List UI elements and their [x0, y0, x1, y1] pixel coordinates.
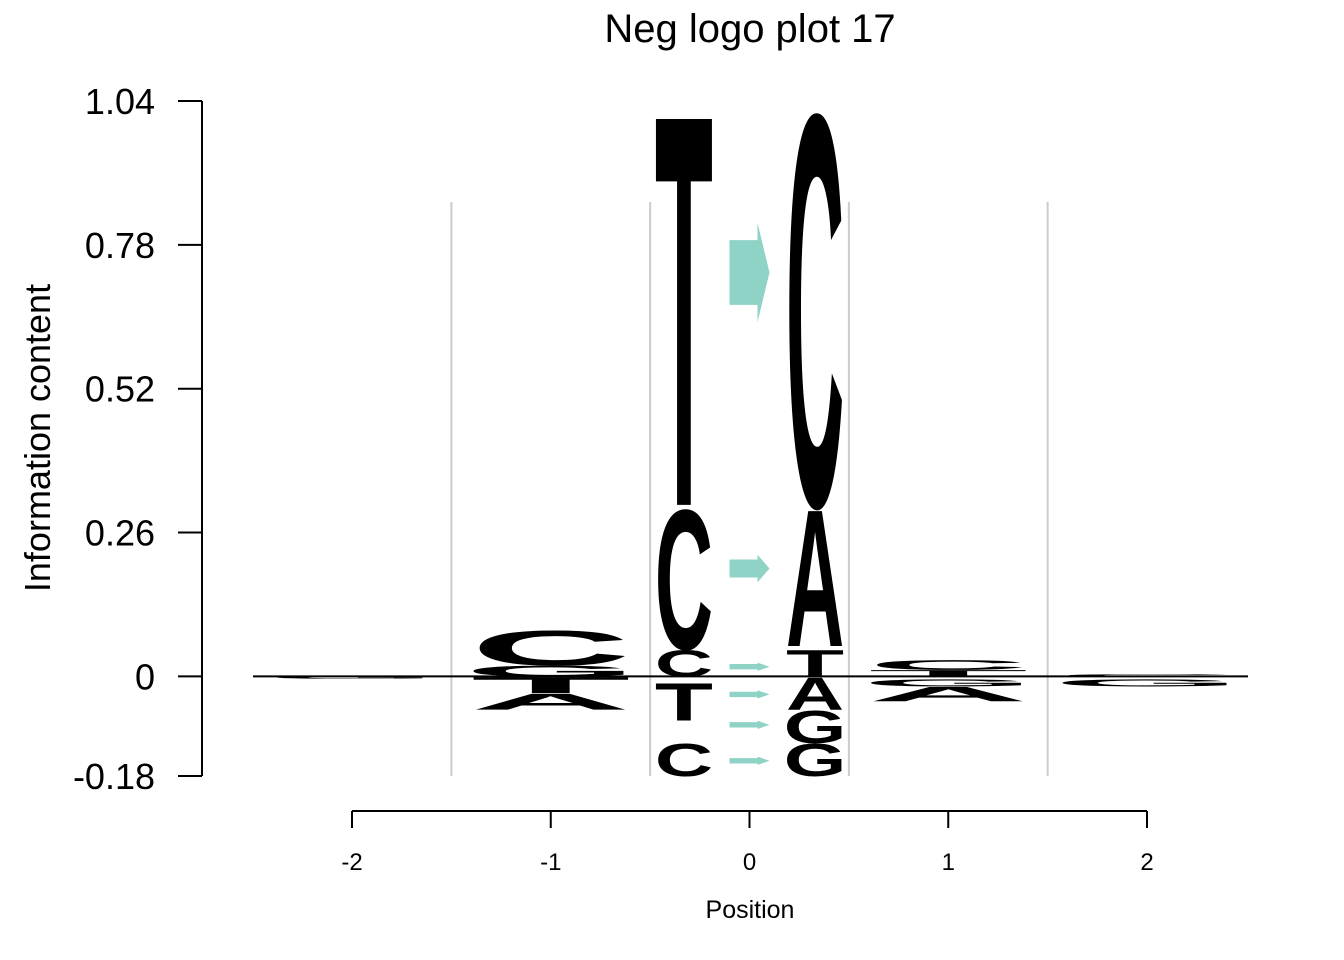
arrow-glyph: [729, 662, 770, 671]
x-tick-label: 2: [1140, 849, 1153, 876]
letter-c-glyph: C: [655, 469, 713, 692]
letter-g-glyph: G: [862, 677, 1035, 688]
x-tick-label: 0: [743, 849, 756, 876]
letter-c-glyph: C: [868, 657, 1028, 672]
y-tick-label: -0.18: [73, 756, 155, 797]
letter-c-glyph: C: [1059, 674, 1235, 677]
letter-a-glyph: A: [471, 689, 631, 715]
y-tick-label: 0.52: [85, 369, 155, 410]
letter-g-glyph: G: [1052, 677, 1241, 688]
x-tick-label: -1: [540, 849, 561, 876]
arrow-glyph: [729, 690, 770, 699]
letter-t-glyph: T: [655, 673, 713, 733]
letter-c-glyph: C: [471, 620, 631, 676]
arrow-glyph: [729, 554, 770, 583]
letter-t-glyph: T: [655, 0, 713, 625]
letter-c-glyph: C: [655, 642, 713, 685]
x-tick-label: -2: [341, 849, 362, 876]
x-axis: -2 -1 0 1 2: [341, 810, 1154, 876]
x-tick-label: 1: [942, 849, 955, 876]
y-tick-label: 0.78: [85, 225, 155, 266]
y-tick-label: 0.26: [85, 513, 155, 554]
chart-title: Neg logo plot 17: [604, 7, 895, 51]
y-tick-label: 1.04: [85, 81, 155, 122]
letter-a-glyph: A: [786, 468, 844, 688]
column-separators: [450, 202, 1049, 776]
arrow-glyph: [729, 222, 770, 323]
letter-g-glyph: G: [784, 735, 847, 786]
y-axis-label: Information content: [17, 284, 58, 592]
letter-c-glyph: C: [786, 0, 844, 624]
letter-t-glyph: T: [868, 668, 1028, 678]
arrow-glyph: [729, 720, 770, 729]
letter-g-glyph: G: [268, 676, 435, 679]
letter-a-glyph: A: [868, 683, 1028, 706]
letter-c-glyph: C: [655, 735, 713, 786]
y-axis: 1.04 0.78 0.52 0.26 0 -0.18: [73, 81, 203, 797]
arrow-glyph: [729, 756, 770, 765]
y-tick-label: 0: [135, 656, 155, 697]
letter-t-glyph: T: [786, 642, 844, 685]
letter-g-glyph: G: [784, 701, 847, 752]
x-axis-label: Position: [706, 896, 795, 924]
